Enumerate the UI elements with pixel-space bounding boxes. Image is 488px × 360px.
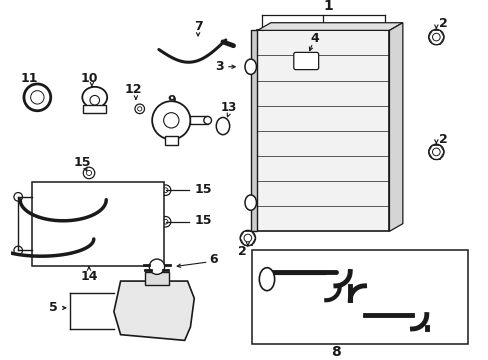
Circle shape <box>163 113 179 128</box>
FancyBboxPatch shape <box>293 53 318 69</box>
Circle shape <box>31 91 44 104</box>
Bar <box>83 105 106 113</box>
Circle shape <box>90 95 100 105</box>
Text: 6: 6 <box>209 253 217 266</box>
Text: 13: 13 <box>220 102 236 114</box>
Circle shape <box>24 84 51 111</box>
Bar <box>251 251 467 344</box>
Bar <box>257 30 388 231</box>
Ellipse shape <box>259 268 274 291</box>
Circle shape <box>244 234 251 242</box>
Circle shape <box>14 246 22 255</box>
Circle shape <box>86 170 91 176</box>
Text: 15: 15 <box>194 183 211 196</box>
Text: 15: 15 <box>194 214 211 227</box>
Circle shape <box>14 193 22 201</box>
Circle shape <box>83 167 95 179</box>
Circle shape <box>163 219 167 224</box>
Text: 7: 7 <box>193 20 202 33</box>
Text: 15: 15 <box>73 156 91 169</box>
Ellipse shape <box>82 87 107 108</box>
Bar <box>32 181 163 266</box>
Circle shape <box>149 259 164 274</box>
Circle shape <box>152 101 190 139</box>
Ellipse shape <box>203 117 211 124</box>
Circle shape <box>163 188 167 193</box>
Text: 4: 4 <box>310 32 319 45</box>
Polygon shape <box>388 23 402 231</box>
Text: 1: 1 <box>323 0 332 13</box>
Bar <box>144 271 169 285</box>
Circle shape <box>428 30 443 45</box>
Circle shape <box>137 107 142 111</box>
Ellipse shape <box>244 59 256 75</box>
Text: 14: 14 <box>80 270 98 283</box>
Text: 2: 2 <box>438 133 447 146</box>
Text: 2: 2 <box>237 245 246 258</box>
Circle shape <box>135 104 144 114</box>
Text: 2: 2 <box>438 17 447 30</box>
Circle shape <box>160 185 170 195</box>
Text: 9: 9 <box>166 94 175 107</box>
Bar <box>190 117 207 124</box>
Circle shape <box>428 144 443 159</box>
Text: 5: 5 <box>49 301 58 314</box>
Text: 11: 11 <box>21 72 39 85</box>
Ellipse shape <box>216 117 229 135</box>
Text: 10: 10 <box>80 72 98 85</box>
Text: 8: 8 <box>330 345 340 359</box>
Circle shape <box>240 230 255 246</box>
Ellipse shape <box>244 195 256 210</box>
Circle shape <box>431 33 439 41</box>
Bar <box>164 136 178 145</box>
Polygon shape <box>114 281 194 341</box>
Circle shape <box>431 148 439 156</box>
Polygon shape <box>257 23 402 30</box>
Circle shape <box>160 216 170 227</box>
Bar <box>87 97 102 109</box>
Text: 12: 12 <box>124 83 142 96</box>
Bar <box>250 30 257 231</box>
Text: 3: 3 <box>214 60 223 73</box>
